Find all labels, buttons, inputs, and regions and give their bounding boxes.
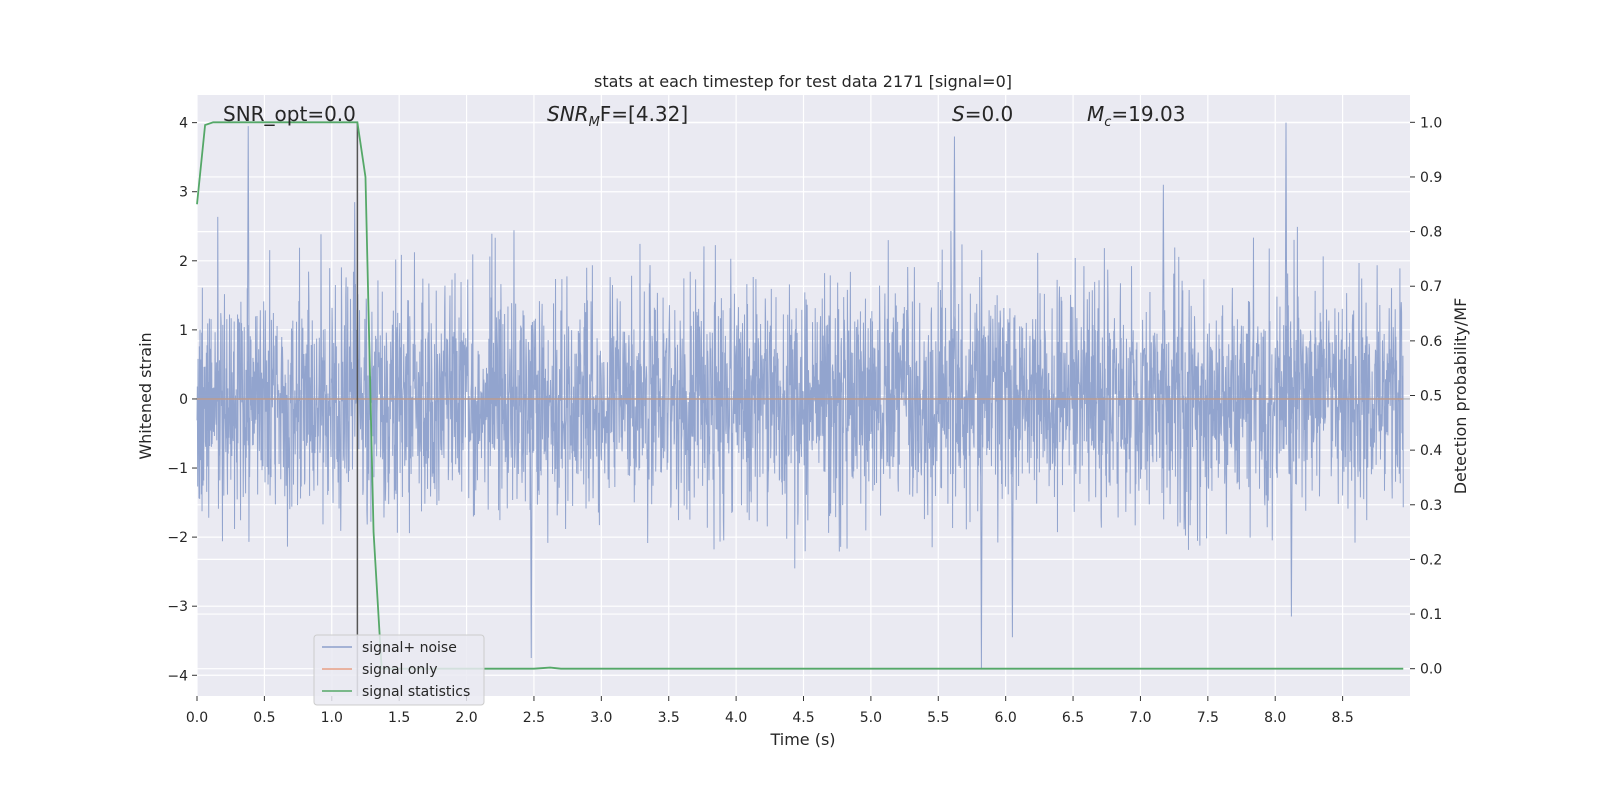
annotation-snr-mf-suffix: F=[4.32] xyxy=(600,102,688,126)
x-axis: 0.0 0.5 1.0 1.5 2.0 2.5 3.0 3.5 4.0 4.5 5.0 5.5 6.0 6… xyxy=(186,696,1354,726)
legend: signal+ noise signal only signal statist… xyxy=(313,634,485,706)
y-left-tick-label: −3 xyxy=(167,599,188,615)
y-left-tick-label: 2 xyxy=(179,254,188,270)
x-tick-label: 1.5 xyxy=(388,710,410,726)
y-axis-right: 1.0 0.9 0.8 0.7 0.6 0.5 0.4 0.3 0.2 0.1 0.0 xyxy=(1410,115,1442,678)
y-left-tick-label: 4 xyxy=(179,116,188,132)
legend-label-signal-noise: signal+ noise xyxy=(362,640,457,656)
x-tick-label: 0.5 xyxy=(253,710,275,726)
annotation-s-prefix: S xyxy=(952,102,965,126)
x-tick-label: 6.0 xyxy=(995,710,1017,726)
y-left-tick-label: −4 xyxy=(167,668,188,684)
y-right-tick-label: 0.5 xyxy=(1420,389,1442,405)
annotation-snr-opt: SNR_opt=0.0 xyxy=(223,102,356,126)
y-left-tick-label: 3 xyxy=(179,185,188,201)
y-right-tick-label: 0.3 xyxy=(1420,498,1442,514)
annotation-snr-mf: SNRMF=[4.32] xyxy=(547,102,688,130)
y-axis-label-right: Detection probability/MF xyxy=(1451,298,1470,495)
x-axis-label: Time (s) xyxy=(769,730,835,749)
annotation-s-suffix: =0.0 xyxy=(965,102,1014,126)
x-tick-label: 3.5 xyxy=(658,710,680,726)
x-tick-label: 3.0 xyxy=(590,710,612,726)
x-tick-label: 4.0 xyxy=(725,710,747,726)
annotation-mc: Mc=19.03 xyxy=(1087,102,1185,130)
y-right-tick-label: 0.0 xyxy=(1420,662,1442,678)
y-right-tick-label: 0.6 xyxy=(1420,334,1442,350)
chart-title: stats at each timestep for test data 217… xyxy=(594,72,1012,91)
x-tick-label: 4.5 xyxy=(792,710,814,726)
x-tick-label: 2.5 xyxy=(523,710,545,726)
x-tick-label: 6.5 xyxy=(1062,710,1084,726)
y-right-tick-label: 0.8 xyxy=(1420,225,1442,241)
x-tick-label: 5.0 xyxy=(860,710,882,726)
x-tick-label: 2.0 xyxy=(455,710,477,726)
legend-label-signal-only: signal only xyxy=(362,662,437,678)
annotation-mc-suffix: =19.03 xyxy=(1111,102,1185,126)
annotation-mc-prefix: M xyxy=(1087,102,1104,126)
x-tick-label: 8.0 xyxy=(1264,710,1286,726)
annotation-mc-sub: c xyxy=(1104,115,1111,130)
annotation-snr-mf-prefix: SNR xyxy=(547,102,589,126)
x-tick-label: 7.0 xyxy=(1129,710,1151,726)
y-left-tick-label: −2 xyxy=(167,530,188,546)
y-axis-left: 4 3 2 1 0 −1 −2 −3 −4 xyxy=(167,116,197,684)
annotation-snr-mf-sub: M xyxy=(589,115,600,130)
y-right-tick-label: 0.1 xyxy=(1420,607,1442,623)
legend-box xyxy=(313,634,485,706)
y-right-tick-label: 0.9 xyxy=(1420,170,1442,186)
annotation-s: S=0.0 xyxy=(952,102,1013,126)
x-tick-label: 5.5 xyxy=(927,710,949,726)
x-tick-label: 7.5 xyxy=(1197,710,1219,726)
y-left-tick-label: 1 xyxy=(179,323,188,339)
x-tick-label: 8.5 xyxy=(1331,710,1353,726)
y-right-tick-label: 0.2 xyxy=(1420,552,1442,568)
y-right-tick-label: 1.0 xyxy=(1420,115,1442,131)
y-axis-label-left: Whitened strain xyxy=(136,332,155,459)
y-left-tick-label: −1 xyxy=(167,461,188,477)
y-right-tick-label: 0.4 xyxy=(1420,443,1442,459)
annotations: SNR_opt=0.0 SNRMF=[4.32] S=0.0 Mc=19.03 xyxy=(223,102,1185,130)
y-left-tick-label: 0 xyxy=(179,392,188,408)
x-tick-label: 1.0 xyxy=(321,710,343,726)
x-tick-label: 0.0 xyxy=(186,710,208,726)
y-right-tick-label: 0.7 xyxy=(1420,279,1442,295)
legend-label-signal-statistics: signal statistics xyxy=(362,684,470,700)
